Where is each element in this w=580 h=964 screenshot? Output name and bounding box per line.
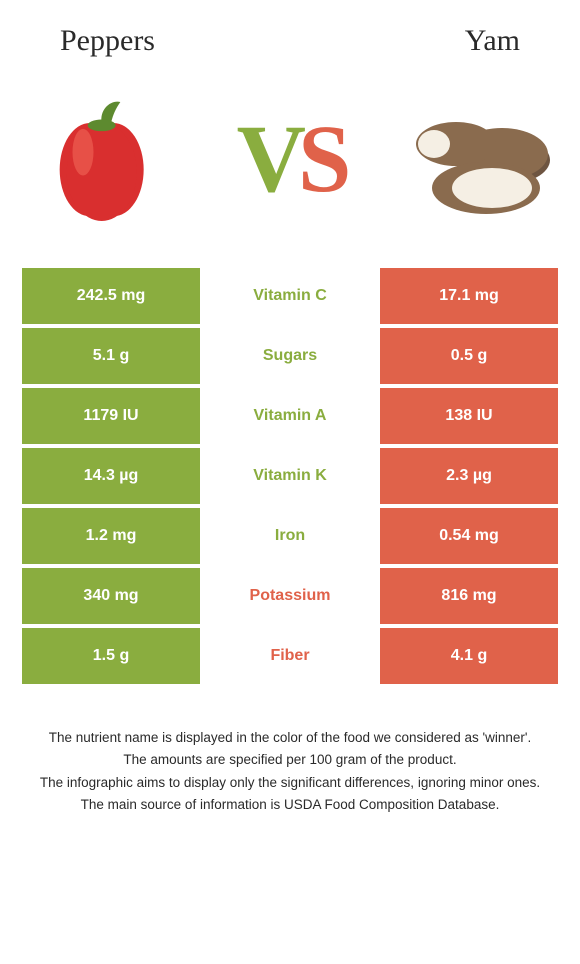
value-right: 0.5 g xyxy=(380,328,558,384)
table-row: 1179 IUVitamin A138 IU xyxy=(22,388,558,444)
value-left: 1179 IU xyxy=(22,388,200,444)
value-right: 17.1 mg xyxy=(380,268,558,324)
table-row: 1.2 mgIron0.54 mg xyxy=(22,508,558,564)
value-right: 138 IU xyxy=(380,388,558,444)
yam-icon xyxy=(396,78,556,238)
images-row: VS xyxy=(0,68,580,268)
title-right: Yam xyxy=(465,24,520,58)
footnote-line: The infographic aims to display only the… xyxy=(24,773,556,793)
vs-s: S xyxy=(298,103,343,214)
nutrient-label: Potassium xyxy=(200,568,380,624)
value-left: 1.2 mg xyxy=(22,508,200,564)
footnote-line: The nutrient name is displayed in the co… xyxy=(24,728,556,748)
nutrient-label: Vitamin K xyxy=(200,448,380,504)
value-right: 0.54 mg xyxy=(380,508,558,564)
table-row: 340 mgPotassium816 mg xyxy=(22,568,558,624)
vs-v: V xyxy=(237,103,298,214)
value-left: 242.5 mg xyxy=(22,268,200,324)
value-right: 4.1 g xyxy=(380,628,558,684)
pepper-icon xyxy=(24,78,184,238)
value-left: 5.1 g xyxy=(22,328,200,384)
footnote-line: The amounts are specified per 100 gram o… xyxy=(24,750,556,770)
footnote-line: The main source of information is USDA F… xyxy=(24,795,556,815)
table-row: 242.5 mgVitamin C17.1 mg xyxy=(22,268,558,324)
header: Peppers Yam xyxy=(0,0,580,68)
nutrient-table: 242.5 mgVitamin C17.1 mg5.1 gSugars0.5 g… xyxy=(22,268,558,684)
nutrient-label: Vitamin A xyxy=(200,388,380,444)
value-left: 1.5 g xyxy=(22,628,200,684)
nutrient-label: Iron xyxy=(200,508,380,564)
vs-label: VS xyxy=(237,103,344,214)
table-row: 14.3 µgVitamin K2.3 µg xyxy=(22,448,558,504)
table-row: 5.1 gSugars0.5 g xyxy=(22,328,558,384)
nutrient-label: Sugars xyxy=(200,328,380,384)
title-left: Peppers xyxy=(60,24,155,58)
nutrient-label: Vitamin C xyxy=(200,268,380,324)
value-right: 816 mg xyxy=(380,568,558,624)
table-row: 1.5 gFiber4.1 g xyxy=(22,628,558,684)
value-left: 340 mg xyxy=(22,568,200,624)
value-left: 14.3 µg xyxy=(22,448,200,504)
footnotes: The nutrient name is displayed in the co… xyxy=(0,688,580,815)
nutrient-label: Fiber xyxy=(200,628,380,684)
value-right: 2.3 µg xyxy=(380,448,558,504)
